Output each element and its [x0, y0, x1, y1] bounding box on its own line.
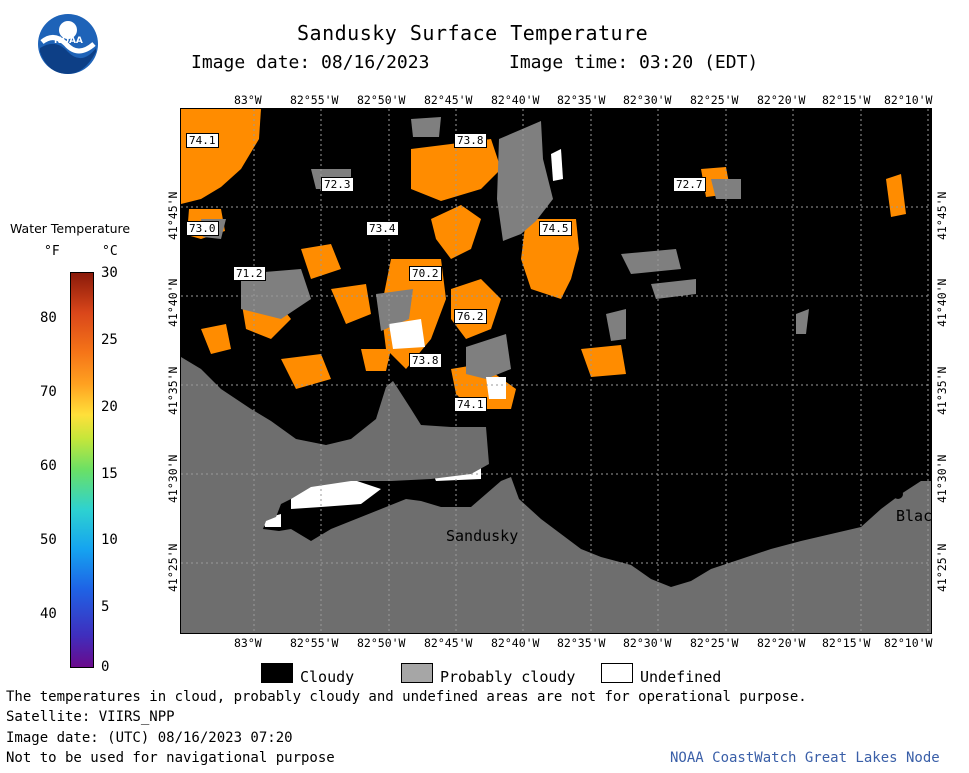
legend-undefined-swatch [601, 663, 633, 683]
legend-undefined-label: Undefined [640, 668, 722, 686]
lat-tick: 41°40'N [166, 278, 180, 327]
place-sandusky: Sandusky [446, 527, 519, 545]
temp-label: 74.1 [454, 397, 487, 412]
lat-tick: 41°30'N [935, 454, 949, 503]
graticule [181, 109, 931, 633]
lon-tick: 82°55'W [290, 636, 339, 650]
lon-tick: 82°10'W [884, 93, 933, 107]
f-tick: 50 [40, 532, 57, 548]
temp-label: 70.2 [409, 266, 442, 281]
c-tick: 20 [101, 399, 118, 415]
temp-label: 73.8 [454, 133, 487, 148]
c-tick: 10 [101, 532, 118, 548]
temp-label: 72.7 [673, 177, 706, 192]
lon-tick: 82°35'W [557, 93, 606, 107]
lon-tick: 82°30'W [623, 93, 672, 107]
map-panel: 74.1 73.8 72.3 72.7 73.0 73.4 74.5 71.2 … [180, 108, 932, 634]
image-time: Image time: 03:20 (EDT) [509, 52, 759, 73]
footer-credit: NOAA CoastWatch Great Lakes Node [670, 750, 940, 766]
temp-label: 73.4 [366, 221, 399, 236]
lon-tick: 83°W [234, 93, 262, 107]
c-tick: 25 [101, 332, 118, 348]
legend-cloudy-swatch [261, 663, 293, 683]
page-title: Sandusky Surface Temperature [297, 21, 649, 45]
lon-tick: 82°25'W [690, 636, 739, 650]
noaa-logo: NOAA [36, 12, 100, 76]
temp-label: 71.2 [233, 266, 266, 281]
f-tick: 40 [40, 606, 57, 622]
temp-label: 76.2 [454, 309, 487, 324]
f-tick: 80 [40, 310, 57, 326]
temp-label: 72.3 [321, 177, 354, 192]
footer-disclaimer: The temperatures in cloud, probably clou… [6, 689, 807, 705]
footer-satellite: Satellite: VIIRS_NPP [6, 709, 175, 725]
image-date: Image date: 08/16/2023 [191, 52, 430, 73]
lon-tick: 82°15'W [822, 636, 871, 650]
f-tick: 70 [40, 384, 57, 400]
land-mass [181, 357, 931, 633]
temp-label: 74.1 [186, 133, 219, 148]
lat-tick: 41°30'N [166, 454, 180, 503]
c-tick: 15 [101, 466, 118, 482]
lon-tick: 82°25'W [690, 93, 739, 107]
lat-tick: 41°25'N [166, 543, 180, 592]
logo-text: NOAA [54, 36, 83, 46]
lon-tick: 82°50'W [357, 636, 406, 650]
colorbar-unit-f: °F [44, 244, 60, 259]
legend-probably-cloudy-swatch [401, 663, 433, 683]
lon-tick: 82°20'W [757, 93, 806, 107]
c-tick: 30 [101, 265, 118, 281]
lon-tick: 82°35'W [557, 636, 606, 650]
footer-navigation: Not to be used for navigational purpose [6, 750, 335, 766]
lat-tick: 41°40'N [935, 278, 949, 327]
lat-tick: 41°45'N [166, 191, 180, 240]
sst-warm-patches [181, 109, 906, 409]
lat-tick: 41°25'N [935, 543, 949, 592]
lon-tick: 82°40'W [491, 93, 540, 107]
lon-tick: 82°40'W [491, 636, 540, 650]
place-blac: Blac [896, 507, 932, 525]
lat-tick: 41°35'N [935, 366, 949, 415]
legend-cloudy-label: Cloudy [300, 668, 355, 686]
c-tick: 5 [101, 599, 110, 615]
temp-label: 73.8 [409, 353, 442, 368]
c-tick: 0 [101, 659, 110, 675]
blac-marker [893, 489, 903, 499]
lon-tick: 82°30'W [623, 636, 672, 650]
lon-tick: 82°20'W [757, 636, 806, 650]
lon-tick: 82°45'W [424, 93, 473, 107]
temp-label: 74.5 [539, 221, 572, 236]
lon-tick: 82°45'W [424, 636, 473, 650]
lat-tick: 41°45'N [935, 191, 949, 240]
colorbar-title: Water Temperature [10, 221, 131, 236]
legend-probably-cloudy-label: Probably cloudy [440, 668, 576, 686]
lon-tick: 82°15'W [822, 93, 871, 107]
colorbar-unit-c: °C [102, 244, 118, 259]
map-image [181, 109, 931, 633]
lat-tick: 41°35'N [166, 366, 180, 415]
f-tick: 60 [40, 458, 57, 474]
colorbar [70, 272, 94, 668]
lon-tick: 83°W [234, 636, 262, 650]
lon-tick: 82°50'W [357, 93, 406, 107]
lon-tick: 82°55'W [290, 93, 339, 107]
footer-utc-date: Image date: (UTC) 08/16/2023 07:20 [6, 730, 293, 746]
lon-tick: 82°10'W [884, 636, 933, 650]
temp-label: 73.0 [186, 221, 219, 236]
